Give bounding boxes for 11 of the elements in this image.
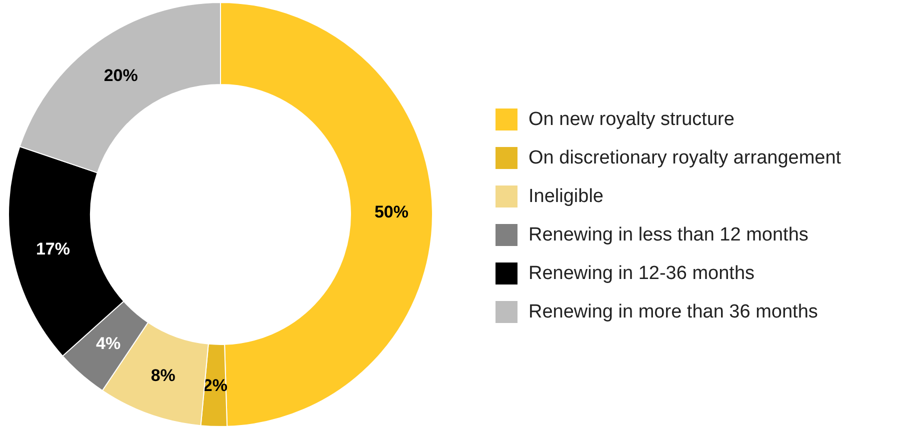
data-label: 50% xyxy=(374,202,408,222)
data-label: 4% xyxy=(96,334,121,354)
legend-label: Renewing in 12-36 months xyxy=(528,263,755,284)
legend-label: On discretionary royalty arrangement xyxy=(528,148,842,168)
data-label: 17% xyxy=(36,239,70,258)
data-label: 20% xyxy=(104,66,138,86)
legend-label: Renewing in less than 12 months xyxy=(528,224,808,246)
legend-label: Renewing in more than 36 months xyxy=(528,302,818,322)
legend-label: Ineligible xyxy=(528,186,604,207)
legend-label: On new royalty structure xyxy=(528,109,734,130)
data-label: 8% xyxy=(150,366,176,386)
